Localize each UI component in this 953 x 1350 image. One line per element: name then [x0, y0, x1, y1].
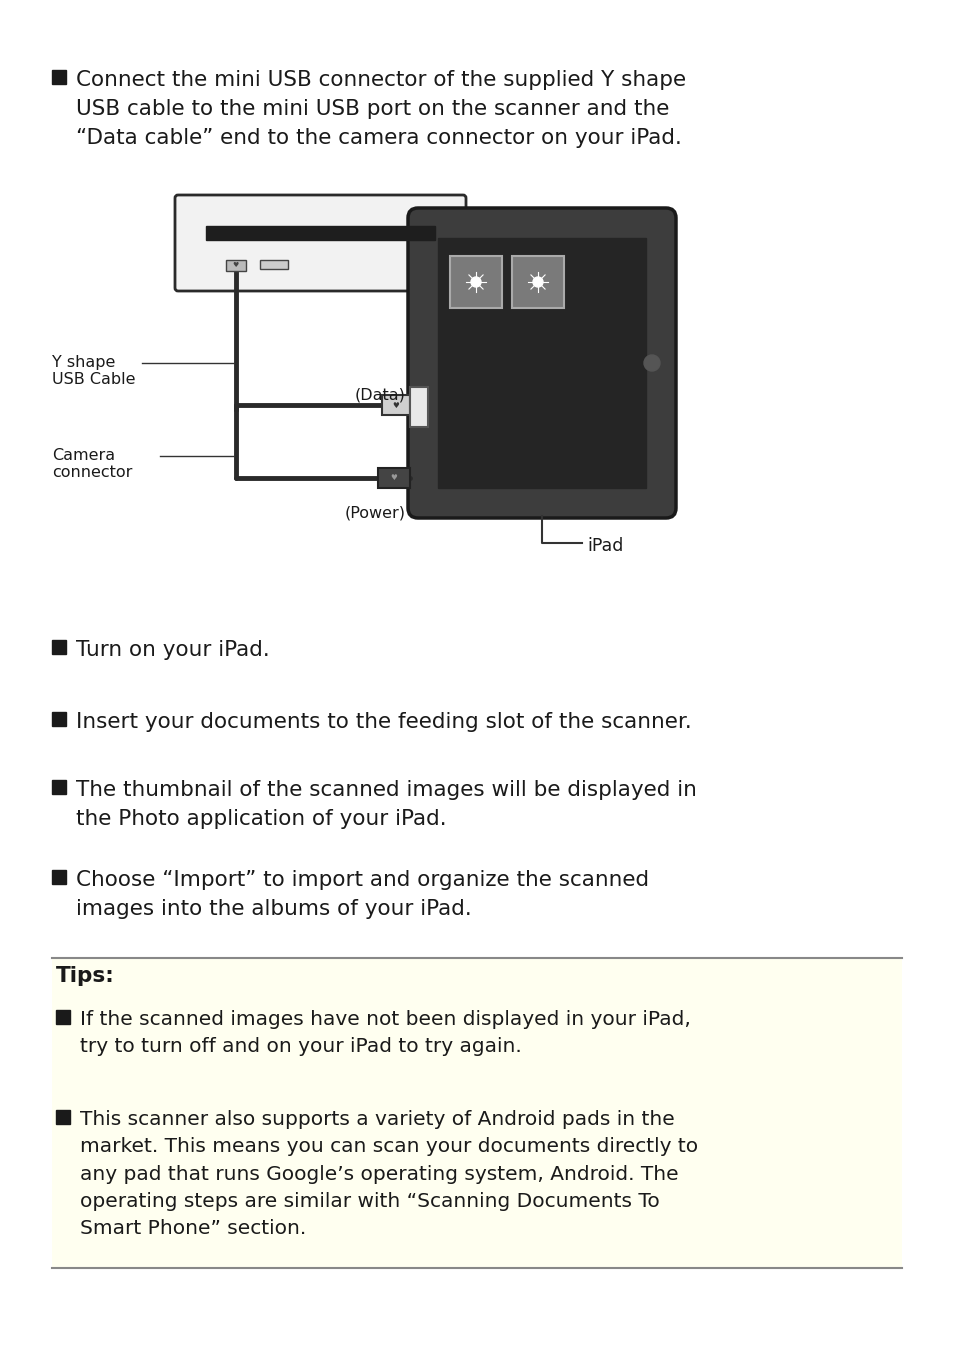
Circle shape: [471, 277, 480, 288]
Text: Choose “Import” to import and organize the scanned
images into the albums of you: Choose “Import” to import and organize t…: [76, 869, 648, 919]
Circle shape: [643, 355, 659, 371]
Text: ♥: ♥: [392, 401, 399, 409]
Bar: [206, 225, 435, 240]
Bar: [377, 468, 410, 487]
Bar: [437, 238, 645, 487]
Text: This scanner also supports a variety of Android pads in the
market. This means y: This scanner also supports a variety of …: [80, 1110, 698, 1238]
Text: iPad: iPad: [586, 537, 622, 555]
Text: The thumbnail of the scanned images will be displayed in
the Photo application o: The thumbnail of the scanned images will…: [76, 780, 696, 829]
Text: (Data): (Data): [355, 387, 405, 402]
Text: ♥: ♥: [390, 474, 397, 482]
Text: Tips:: Tips:: [56, 967, 114, 985]
Bar: [52, 70, 66, 84]
Text: If the scanned images have not been displayed in your iPad,
try to turn off and : If the scanned images have not been disp…: [80, 1010, 690, 1056]
Text: Insert your documents to the feeding slot of the scanner.: Insert your documents to the feeding slo…: [76, 711, 691, 732]
Bar: [226, 261, 246, 271]
Circle shape: [533, 277, 542, 288]
Bar: [52, 711, 66, 726]
Text: Turn on your iPad.: Turn on your iPad.: [76, 640, 270, 660]
Bar: [52, 958, 901, 1268]
Bar: [56, 1110, 70, 1125]
Text: Y shape
USB Cable: Y shape USB Cable: [52, 355, 135, 387]
Bar: [52, 640, 66, 653]
Bar: [52, 869, 66, 884]
Bar: [381, 396, 410, 414]
Text: (Power): (Power): [345, 506, 406, 521]
Bar: [52, 780, 66, 794]
Text: ♥: ♥: [233, 262, 239, 269]
Bar: [260, 261, 288, 269]
Bar: [512, 256, 563, 308]
FancyBboxPatch shape: [174, 194, 465, 292]
FancyBboxPatch shape: [408, 208, 676, 518]
Bar: [450, 256, 501, 308]
Text: Connect the mini USB connector of the supplied Y shape
USB cable to the mini USB: Connect the mini USB connector of the su…: [76, 70, 685, 147]
Bar: [410, 387, 428, 427]
Bar: [56, 1010, 70, 1025]
Text: Camera
connector: Camera connector: [52, 448, 132, 481]
